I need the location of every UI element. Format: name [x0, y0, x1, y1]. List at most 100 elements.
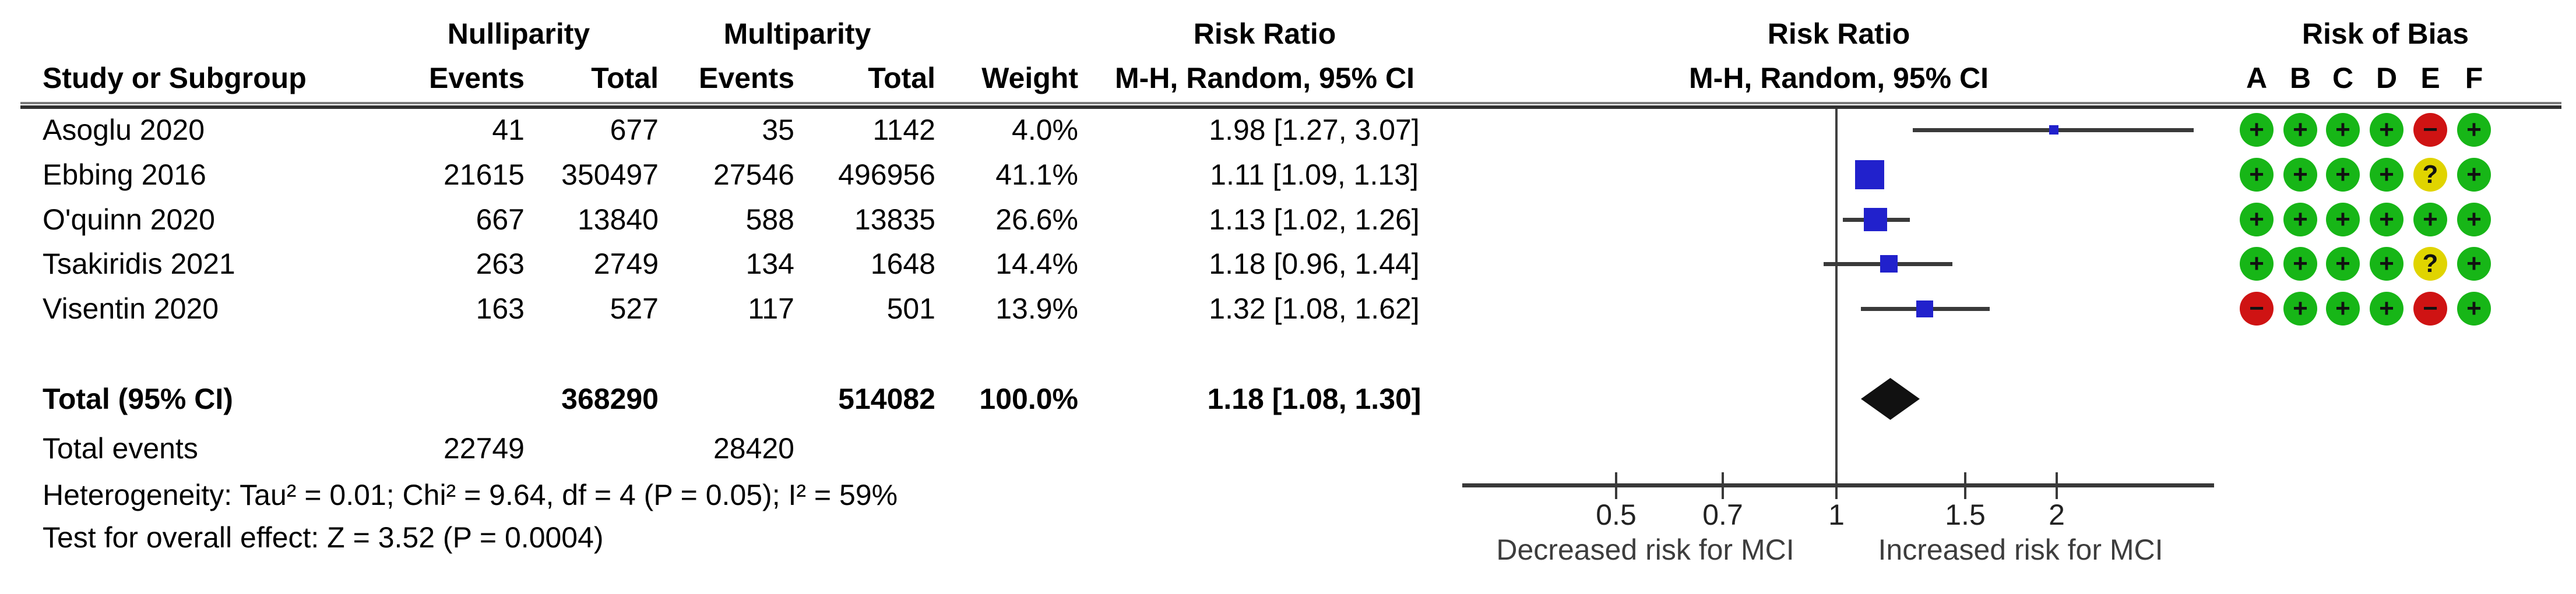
- multiparity-total: 1648: [870, 248, 935, 280]
- nulliparity-total: 2749: [593, 248, 659, 280]
- nulliparity-events: 667: [476, 203, 525, 236]
- effect-square: [1855, 160, 1884, 189]
- rob-domain-letter: E: [2420, 62, 2440, 94]
- nulliparity-total: 350497: [561, 158, 659, 191]
- rob-circle-E: +: [2413, 203, 2447, 236]
- rob-circle-D: +: [2370, 158, 2403, 192]
- multiparity-events: 117: [748, 292, 794, 325]
- effect-square: [1880, 255, 1898, 273]
- rob-circle-A: +: [2240, 247, 2274, 281]
- rob-domain-letter: B: [2289, 62, 2311, 94]
- x-tick-label: 0.7: [1702, 498, 1743, 531]
- rob-circle-D: +: [2370, 203, 2403, 236]
- rob-circle-B: +: [2283, 158, 2317, 192]
- nulliparity-events: 263: [476, 248, 525, 280]
- header-rule-bottom: [20, 105, 2561, 109]
- rob-circle-E: ?: [2413, 158, 2447, 192]
- group-header-multiparity: Multiparity: [723, 17, 871, 50]
- rob-circle-E: −: [2413, 292, 2447, 326]
- rob-domain-letter: A: [2246, 62, 2268, 94]
- weight-value: 41.1%: [995, 158, 1078, 191]
- total-row-label: Total (95% CI): [43, 383, 233, 415]
- x-tick: [1835, 472, 1838, 499]
- effect-square: [1916, 300, 1933, 317]
- multiparity-total: 13835: [854, 203, 935, 236]
- pooled-diamond: [1861, 378, 1920, 420]
- effect-column-subtitle: M-H, Random, 95% CI: [1115, 62, 1414, 94]
- multiparity-events: 27546: [713, 158, 794, 191]
- risk-ratio-estimate: 1.32 [1.08, 1.62]: [1209, 292, 1420, 325]
- multiparity-events: 35: [762, 114, 794, 146]
- rob-circle-A: +: [2240, 158, 2274, 192]
- total-nulliparity: 368290: [561, 383, 659, 415]
- rob-circle-C: +: [2326, 203, 2360, 236]
- weight-value: 13.9%: [995, 292, 1078, 325]
- multiparity-total: 501: [886, 292, 935, 325]
- col-header-weight: Weight: [981, 62, 1078, 94]
- col-header-total-multiparity: Total: [868, 62, 935, 94]
- study-name: Visentin 2020: [43, 292, 219, 325]
- rob-circle-C: +: [2326, 113, 2360, 147]
- x-tick-label: 2: [2049, 498, 2065, 531]
- study-name: Ebbing 2016: [43, 158, 206, 191]
- rob-circle-C: +: [2326, 247, 2360, 281]
- col-header-total-nulliparity: Total: [591, 62, 659, 94]
- rob-circle-A: −: [2240, 292, 2274, 326]
- x-axis-label-right: Increased risk for MCI: [1878, 533, 2163, 566]
- rob-circle-F: +: [2457, 247, 2491, 281]
- total-multiparity: 514082: [838, 383, 935, 415]
- multiparity-events: 588: [745, 203, 794, 236]
- group-header-nulliparity: Nulliparity: [447, 17, 590, 50]
- rob-circle-B: +: [2283, 113, 2317, 147]
- effect-square: [1864, 208, 1887, 231]
- rob-circle-B: +: [2283, 292, 2317, 326]
- x-tick: [2056, 472, 2058, 499]
- risk-ratio-estimate: 1.11 [1.09, 1.13]: [1210, 158, 1419, 191]
- col-header-events-multiparity: Events: [699, 62, 794, 94]
- col-header-study: Study or Subgroup: [43, 62, 307, 94]
- nulliparity-events: 21615: [443, 158, 525, 191]
- rob-circle-F: +: [2457, 158, 2491, 192]
- total-events-nulliparity: 22749: [443, 432, 525, 465]
- x-tick-label: 1: [1828, 498, 1845, 531]
- rob-circle-E: −: [2413, 113, 2447, 147]
- effect-square: [2049, 125, 2058, 135]
- risk-of-bias-title: Risk of Bias: [2301, 17, 2469, 50]
- multiparity-total: 496956: [838, 158, 935, 191]
- total-events-label: Total events: [43, 432, 198, 465]
- weight-value: 14.4%: [995, 248, 1078, 280]
- effect-column-title: Risk Ratio: [1193, 17, 1336, 50]
- rob-domain-letter: C: [2332, 62, 2354, 94]
- header-rule-top: [20, 102, 2561, 104]
- weight-value: 4.0%: [1012, 114, 1078, 146]
- rob-circle-D: +: [2370, 292, 2403, 326]
- rob-circle-F: +: [2457, 113, 2491, 147]
- nulliparity-events: 41: [492, 114, 525, 146]
- nulliparity-events: 163: [476, 292, 525, 325]
- risk-ratio-estimate: 1.98 [1.27, 3.07]: [1209, 114, 1420, 146]
- x-tick: [1722, 472, 1724, 499]
- rob-circle-F: +: [2457, 203, 2491, 236]
- rob-circle-A: +: [2240, 113, 2274, 147]
- overall-effect-note: Test for overall effect: Z = 3.52 (P = 0…: [43, 521, 604, 554]
- study-name: O'quinn 2020: [43, 203, 215, 236]
- x-tick: [1615, 472, 1617, 499]
- weight-value: 26.6%: [995, 203, 1078, 236]
- total-weight: 100.0%: [979, 383, 1078, 415]
- plot-column-subtitle: M-H, Random, 95% CI: [1689, 62, 1989, 94]
- heterogeneity-note: Heterogeneity: Tau² = 0.01; Chi² = 9.64,…: [43, 479, 898, 511]
- nulliparity-total: 13840: [577, 203, 659, 236]
- rob-circle-B: +: [2283, 247, 2317, 281]
- study-name: Tsakiridis 2021: [43, 248, 235, 280]
- x-axis-line: [1462, 483, 2214, 487]
- null-effect-line: [1835, 109, 1838, 485]
- study-name: Asoglu 2020: [43, 114, 205, 146]
- risk-ratio-estimate: 1.18 [0.96, 1.44]: [1209, 248, 1420, 280]
- x-tick: [1964, 472, 1966, 499]
- nulliparity-total: 527: [610, 292, 659, 325]
- rob-circle-C: +: [2326, 158, 2360, 192]
- rob-circle-D: +: [2370, 247, 2403, 281]
- rob-circle-B: +: [2283, 203, 2317, 236]
- nulliparity-total: 677: [610, 114, 659, 146]
- multiparity-events: 134: [745, 248, 794, 280]
